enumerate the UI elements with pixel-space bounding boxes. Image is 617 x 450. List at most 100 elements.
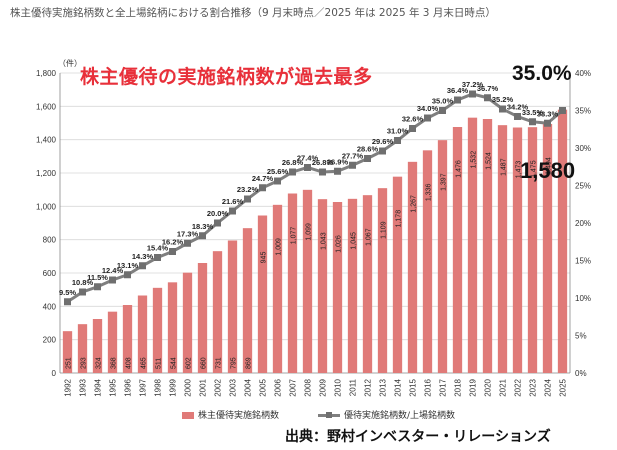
- line-marker: [199, 232, 206, 240]
- bar: [242, 228, 253, 373]
- legend-line-marker: [326, 412, 332, 418]
- line-marker: [379, 147, 386, 155]
- bar-value-label: 945: [261, 252, 268, 264]
- x-tick-label: 2001: [199, 378, 208, 396]
- line-marker: [469, 90, 476, 98]
- bar-value-label: 1,109: [381, 221, 388, 239]
- line-value-label: 25.6%: [267, 167, 289, 176]
- left-axis-tick-label: 1,600: [36, 102, 57, 111]
- line-marker: [454, 96, 461, 104]
- bar: [527, 127, 538, 374]
- right-axis-tick-label: 35%: [575, 107, 591, 116]
- x-tick-label: 2007: [289, 378, 298, 396]
- x-tick-label: 2018: [454, 378, 463, 396]
- x-tick-label: 2025: [559, 378, 568, 396]
- bar-value-label: 1,336: [426, 183, 433, 201]
- bar-value-label: 408: [126, 357, 133, 369]
- data-labels: 251 293 324 368 408 465 511 544 602 660 731 795 869 9…: [59, 80, 559, 369]
- bar-value-label: 1,178: [396, 210, 403, 228]
- left-axis-tick-label: 1,800: [36, 69, 57, 78]
- right-axis-tick-label: 20%: [575, 219, 591, 228]
- line-series: [64, 90, 566, 306]
- line-value-label: 14.3%: [132, 252, 154, 261]
- left-axis-tick-label: 1,000: [36, 202, 57, 211]
- line-value-label: 12.4%: [102, 266, 124, 275]
- line-marker: [349, 161, 356, 169]
- bar: [197, 263, 208, 373]
- bar: [377, 188, 388, 373]
- right-axis-tick-label: 25%: [575, 182, 591, 191]
- line-marker: [319, 168, 326, 176]
- bar: [467, 117, 478, 374]
- headline: 株主優待の実施銘柄数が過去最多: [80, 66, 373, 88]
- line-marker: [544, 119, 551, 127]
- line-marker: [334, 167, 341, 175]
- line-value-label: 11.5%: [87, 273, 108, 282]
- line-value-label: 20.0%: [207, 209, 229, 218]
- line-marker: [214, 219, 221, 227]
- x-tick-label: 2024: [544, 378, 553, 396]
- x-tick-label: 2006: [274, 378, 283, 396]
- line-marker: [109, 276, 116, 284]
- line-marker: [154, 254, 161, 261]
- x-tick-label: 2023: [529, 378, 538, 396]
- legend-bar-swatch: [182, 412, 194, 419]
- page-title: 株主優待実施銘柄数と全上場銘柄における割合推移（9 月末時点／2025 年は 2…: [10, 7, 496, 19]
- bar-value-label: 869: [246, 357, 253, 369]
- bar: [437, 140, 448, 373]
- right-axis-tick-label: 40%: [575, 69, 591, 78]
- bar: [302, 189, 313, 373]
- left-axis-tick-label: 1,400: [36, 136, 57, 145]
- right-axis-tick-label: 5%: [575, 332, 587, 341]
- bar: [542, 124, 553, 373]
- bar: [392, 176, 403, 373]
- bar-value-label: 293: [81, 357, 88, 369]
- line-value-label: 34.2%: [507, 103, 529, 112]
- line-value-label: 21.6%: [222, 197, 244, 206]
- line-value-label: 33.3%: [537, 109, 559, 118]
- bar: [362, 195, 373, 373]
- line-marker: [79, 288, 86, 296]
- bar: [167, 282, 178, 373]
- bar-value-label: 1,009: [276, 238, 283, 256]
- bar-value-label: 1,487: [501, 158, 508, 176]
- line-marker: [259, 184, 266, 192]
- legend: 株主優待実施銘柄数 優待実施銘柄数/上場銘柄数: [182, 409, 455, 421]
- line-value-label: 10.8%: [72, 278, 94, 287]
- bar-value-label: 1,099: [306, 223, 313, 241]
- source-note: 出典：野村インベスター・リレーションズ: [285, 429, 551, 445]
- bar: [317, 199, 328, 373]
- bar-value-label: 251: [66, 357, 73, 369]
- right-axis-tick-label: 0%: [575, 369, 587, 378]
- x-tick-label: 2009: [319, 378, 328, 396]
- left-axis-unit: （件）: [58, 59, 82, 68]
- line-marker: [514, 113, 521, 120]
- line-value-label: 36.7%: [477, 84, 499, 93]
- bar-value-label: 1,067: [366, 228, 373, 246]
- bar-value-label: 1,045: [351, 232, 358, 250]
- bar-value-label: 1,397: [441, 173, 448, 191]
- bar: [227, 240, 238, 373]
- x-tick-label: 2003: [229, 378, 238, 396]
- line-marker: [424, 114, 431, 122]
- line-path: [66, 92, 564, 304]
- x-tick-label: 1996: [124, 378, 133, 396]
- line-value-label: 15.4%: [147, 244, 169, 253]
- left-axis-tick-label: 1,200: [36, 169, 57, 178]
- bar-value-label: 660: [201, 357, 208, 369]
- bar-value-label: 1,494: [546, 157, 553, 175]
- latest-count-callout: 1,580: [520, 158, 576, 183]
- line-value-label: 26.8%: [312, 158, 334, 167]
- x-tick-label: 2012: [364, 378, 373, 396]
- bar: [272, 204, 283, 373]
- bar-value-label: 602: [186, 357, 193, 369]
- bar-value-label: 1,026: [336, 235, 343, 253]
- line-marker: [274, 177, 281, 185]
- right-axis-tick-label: 10%: [575, 294, 591, 303]
- bar: [77, 324, 88, 373]
- x-tick-label: 2010: [334, 378, 343, 396]
- line-value-label: 27.7%: [342, 151, 364, 160]
- line-value-label: 13.1%: [117, 261, 139, 270]
- line-value-label: 34.0%: [417, 104, 439, 113]
- bar: [482, 119, 493, 373]
